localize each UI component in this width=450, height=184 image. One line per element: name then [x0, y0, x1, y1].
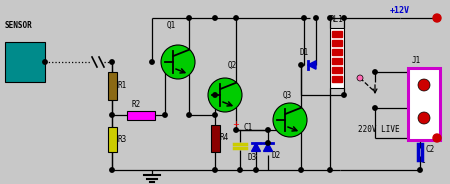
Polygon shape	[264, 143, 273, 151]
Circle shape	[213, 16, 217, 20]
Circle shape	[150, 60, 154, 64]
Bar	[332, 58, 342, 64]
Circle shape	[163, 113, 167, 117]
Text: D3: D3	[248, 153, 257, 162]
Circle shape	[357, 75, 363, 81]
Circle shape	[273, 103, 307, 137]
Bar	[5, 42, 45, 82]
Bar	[332, 67, 342, 73]
Text: Q1: Q1	[167, 21, 176, 30]
Circle shape	[418, 79, 430, 91]
Circle shape	[187, 16, 191, 20]
Text: +: +	[232, 120, 239, 129]
Text: R2: R2	[132, 100, 141, 109]
Circle shape	[373, 106, 377, 110]
Circle shape	[342, 16, 346, 20]
Bar	[211, 125, 220, 152]
Text: R4: R4	[220, 133, 229, 142]
Circle shape	[328, 16, 332, 20]
Polygon shape	[252, 143, 261, 151]
Circle shape	[299, 63, 303, 67]
Circle shape	[266, 141, 270, 145]
Text: D2: D2	[272, 151, 281, 160]
Circle shape	[187, 113, 191, 117]
Bar	[108, 127, 117, 152]
Circle shape	[266, 128, 270, 132]
Text: +12V: +12V	[390, 6, 410, 15]
Text: SENSOR: SENSOR	[5, 21, 33, 30]
Circle shape	[213, 93, 217, 97]
Bar	[332, 76, 342, 82]
Text: R3: R3	[118, 135, 127, 144]
Circle shape	[238, 168, 242, 172]
Bar	[330, 28, 344, 88]
Text: 220V LIVE: 220V LIVE	[358, 125, 400, 134]
Bar	[332, 40, 342, 46]
Text: C2: C2	[426, 145, 435, 154]
Circle shape	[342, 93, 346, 97]
Text: D1: D1	[300, 48, 309, 57]
Circle shape	[110, 113, 114, 117]
Text: R1: R1	[118, 81, 127, 90]
Circle shape	[213, 113, 217, 117]
Circle shape	[208, 78, 242, 112]
Circle shape	[213, 168, 217, 172]
Bar	[108, 72, 117, 100]
Circle shape	[314, 16, 318, 20]
Circle shape	[234, 16, 238, 20]
Circle shape	[433, 134, 441, 142]
Text: -: -	[422, 157, 426, 167]
Circle shape	[43, 60, 47, 64]
Circle shape	[418, 168, 422, 172]
Circle shape	[418, 112, 430, 124]
Circle shape	[110, 60, 114, 64]
Bar	[127, 111, 155, 119]
Bar	[408, 68, 440, 140]
Bar	[332, 49, 342, 55]
Circle shape	[328, 168, 332, 172]
Polygon shape	[308, 61, 316, 69]
Circle shape	[373, 70, 377, 74]
Text: RL1: RL1	[330, 15, 344, 24]
Circle shape	[234, 128, 238, 132]
Circle shape	[299, 168, 303, 172]
Circle shape	[161, 45, 195, 79]
Text: Q3: Q3	[283, 91, 292, 100]
Circle shape	[302, 16, 306, 20]
Text: C1: C1	[244, 123, 253, 132]
Circle shape	[254, 168, 258, 172]
Text: J1: J1	[412, 56, 421, 65]
Circle shape	[433, 14, 441, 22]
Circle shape	[110, 168, 114, 172]
Bar	[332, 31, 342, 37]
Text: Q2: Q2	[228, 61, 237, 70]
